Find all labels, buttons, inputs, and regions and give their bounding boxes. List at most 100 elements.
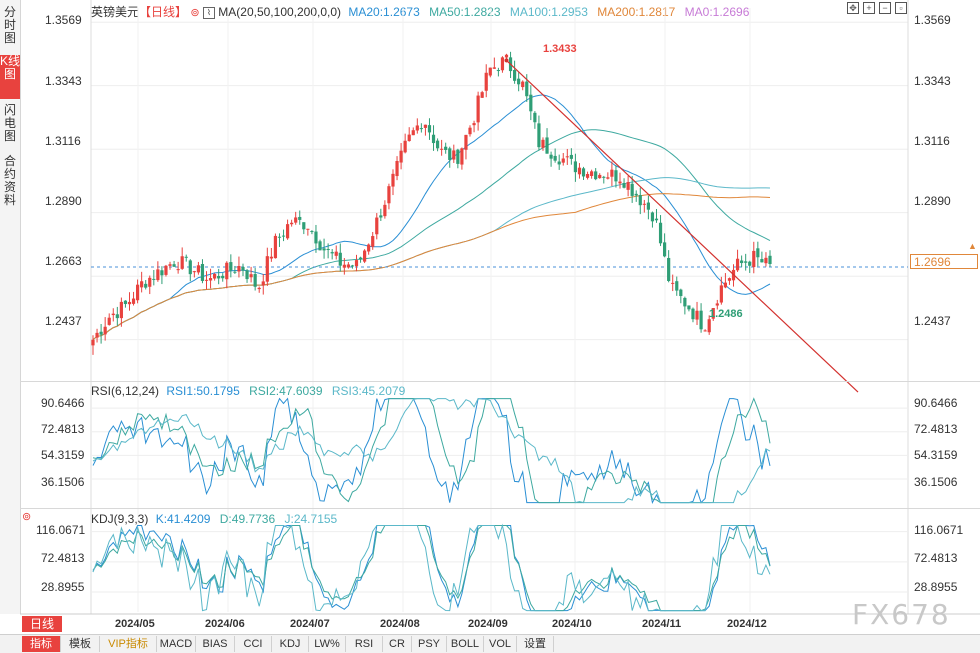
high-annotation: 1.3433 — [543, 43, 577, 55]
candle-body — [675, 281, 679, 291]
symbol-name: 英镑美元 — [91, 5, 140, 19]
candle-body — [748, 261, 752, 266]
ma-settings-icon[interactable]: ⌇ — [202, 6, 215, 19]
restore-icon[interactable]: ▫ — [895, 2, 907, 14]
period-daily-button[interactable]: 日线 — [22, 616, 62, 632]
kdj-params: KDJ(9,3,3) — [91, 512, 149, 526]
candle-body — [638, 195, 642, 206]
candle-body — [610, 169, 614, 177]
candle-body — [484, 72, 488, 91]
kdj-tick-right: 72.4813 — [914, 551, 958, 565]
candle-body — [363, 250, 367, 262]
candle-body — [237, 265, 241, 272]
tab-vip-indicators[interactable]: VIP指标 — [100, 636, 157, 652]
candle-body — [387, 186, 391, 204]
refresh-icon[interactable]: ⊚ — [190, 7, 200, 19]
candle-body — [496, 70, 500, 72]
candle-body — [415, 125, 419, 131]
candle-body — [233, 271, 237, 273]
candle-body — [468, 127, 472, 135]
candle-body — [444, 146, 448, 150]
tab-kdj[interactable]: KDJ — [272, 636, 309, 652]
indicator-tab-bar: 指标 模板 VIP指标 MACD BIAS CCI KDJ LW% RSI CR… — [0, 634, 980, 653]
tab-kline[interactable]: K线图 — [0, 55, 20, 99]
tab-boll[interactable]: BOLL — [447, 636, 484, 652]
price-tick-right: 1.2890 — [914, 194, 951, 208]
candle-body — [253, 274, 257, 287]
candle-body — [448, 148, 452, 160]
candle-body — [399, 150, 403, 163]
candle-body — [225, 262, 229, 280]
candle-body — [626, 182, 630, 190]
tab-contract-info[interactable]: 合约资料 — [3, 154, 16, 207]
candle-body — [411, 130, 415, 136]
candle-body — [184, 256, 188, 258]
candle-body — [330, 252, 334, 254]
candle-body — [208, 278, 213, 281]
tab-cr[interactable]: CR — [383, 636, 412, 652]
candle-body — [517, 78, 521, 85]
candle-body — [435, 140, 440, 149]
candle-body — [148, 277, 152, 287]
candle-body — [346, 264, 350, 268]
candle-body — [691, 308, 695, 320]
candle-body — [111, 313, 115, 316]
candle-body — [306, 228, 310, 230]
price-tick: 1.3569 — [45, 13, 82, 27]
candle-body — [152, 278, 156, 280]
candle-body — [658, 222, 663, 244]
candle-body — [196, 265, 201, 273]
scroll-up-icon[interactable]: ▲ — [968, 241, 977, 251]
period-label[interactable]: 【日线】 — [139, 5, 188, 19]
candle-body — [760, 259, 764, 263]
tab-cci[interactable]: CCI — [235, 636, 272, 652]
candle-body — [707, 319, 711, 333]
kdj-tick: 116.0671 — [36, 523, 86, 537]
tab-lw[interactable]: LW% — [309, 636, 346, 652]
kdj-settings-icon[interactable]: ⊚ — [22, 511, 32, 523]
kdj-j-line — [92, 523, 771, 612]
candle-body — [298, 216, 302, 220]
tab-settings[interactable]: 设置 — [517, 636, 554, 652]
tab-rsi[interactable]: RSI — [346, 636, 383, 652]
candle-body — [472, 123, 476, 126]
fullscreen-icon[interactable]: ✥ — [847, 2, 859, 14]
tab-vol[interactable]: VOL — [484, 636, 517, 652]
price-tick-right: 1.2437 — [914, 314, 951, 328]
kdj-legend: KDJ(9,3,3) K:41.4209 D:49.7736 J:24.7155 — [91, 512, 337, 526]
candle-body — [249, 274, 253, 278]
tab-flash[interactable]: 闪电图 — [3, 103, 16, 143]
candle-body — [561, 158, 565, 163]
kdj-tick-right: 28.8955 — [914, 580, 958, 594]
candle-body — [440, 148, 444, 150]
price-tick: 1.2437 — [45, 314, 82, 328]
left-sidebar: 分时图 K线图 闪电图 合约资料 — [0, 0, 21, 614]
zoom-out-icon[interactable]: − — [879, 2, 891, 14]
zoom-in-icon[interactable]: + — [863, 2, 875, 14]
candle-body — [711, 308, 715, 319]
candle-body — [764, 257, 768, 264]
candle-body — [423, 124, 428, 128]
rsi-params: RSI(6,12,24) — [91, 384, 160, 398]
candle-body — [480, 92, 484, 98]
kdj-tick-right: 116.0671 — [914, 523, 964, 537]
tab-macd[interactable]: MACD — [157, 636, 196, 652]
candle-body — [160, 270, 164, 276]
tab-indicators[interactable]: 指标 — [22, 636, 61, 652]
tab-bias[interactable]: BIAS — [196, 636, 235, 652]
high-marker — [504, 58, 509, 63]
candle-body — [338, 252, 342, 266]
candle-body — [602, 176, 606, 178]
candle-body — [314, 231, 318, 244]
rsi1-value: RSI1:50.1795 — [166, 384, 240, 398]
candle-body — [569, 154, 573, 159]
candle-body — [581, 168, 586, 177]
tab-timeshare[interactable]: 分时图 — [3, 5, 16, 45]
tab-templates[interactable]: 模板 — [61, 636, 100, 652]
ma50-line — [92, 129, 771, 341]
candle-body — [541, 139, 545, 148]
ma50-value: MA50:1.2823 — [429, 5, 501, 19]
candle-body — [662, 242, 667, 257]
tab-psy[interactable]: PSY — [412, 636, 447, 652]
